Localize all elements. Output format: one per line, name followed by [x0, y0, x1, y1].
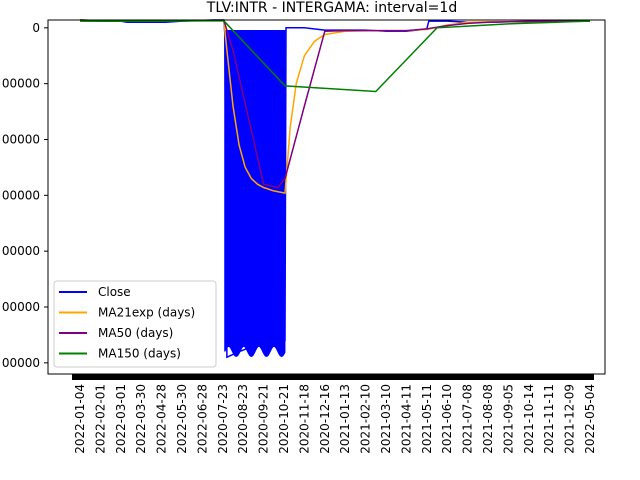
x-tick-label: 2022-04-28	[155, 384, 169, 454]
x-tick-label: 2021-10-14	[522, 384, 536, 454]
x-tick-label: 2022-03-01	[114, 384, 128, 454]
x-tick-label: 2022-02-01	[93, 384, 107, 454]
x-tick-label: 2022-06-28	[195, 384, 209, 454]
y-tick-label: 00000	[2, 244, 40, 258]
legend-label: Close	[98, 285, 131, 299]
x-tick-label: 2020-09-21	[257, 384, 271, 454]
y-tick-label: 00000	[2, 132, 40, 146]
legend-label: MA50 (days)	[98, 326, 173, 340]
x-tick-label: 2020-12-16	[318, 384, 332, 454]
series-line-3	[79, 19, 591, 189]
x-tick-label: 2022-05-30	[175, 384, 189, 454]
series-line-4	[79, 20, 591, 93]
x-tick-label: 2021-06-10	[440, 384, 454, 454]
x-tick-label: 2020-11-18	[297, 384, 311, 454]
chart-title: TLV:INTR - INTERGAMA: interval=1d	[206, 0, 457, 16]
y-tick-label: 00000	[2, 356, 40, 370]
x-tick-label: 2022-01-04	[73, 384, 87, 454]
legend: Close MA21exp (days) MA50 (days) MA150 (day…	[53, 280, 217, 368]
x-axis: 2022-01-04 2022-02-01 2022-03-01 2022-03-30…	[72, 374, 597, 454]
y-tick-label: 0	[32, 21, 40, 35]
x-tick-label: 2021-11-11	[542, 384, 556, 454]
x-tick-label: 2021-07-08	[461, 384, 475, 454]
x-tick-label: 2021-02-10	[359, 384, 373, 454]
close-oscillation-band	[224, 30, 286, 357]
y-tick-label: 00000	[2, 300, 40, 314]
x-tick-label: 2021-01-13	[338, 384, 352, 454]
x-tick-label: 2021-05-11	[420, 384, 434, 454]
x-tick-label: 2021-08-08	[481, 384, 495, 454]
x-tick-label: 2021-09-05	[501, 384, 515, 454]
x-tick-label: 2021-03-10	[379, 384, 393, 454]
x-tick-label: 2022-05-04	[583, 384, 597, 454]
series-layer	[79, 19, 591, 359]
x-dense-tick-band	[72, 374, 594, 380]
x-tick-label: 2021-04-11	[399, 384, 413, 454]
x-tick-label: 2022-03-30	[134, 384, 148, 454]
series-line-2	[79, 19, 591, 194]
legend-box	[53, 280, 217, 368]
x-tick-label: 2020-07-23	[216, 384, 230, 454]
legend-label: MA150 (days)	[98, 347, 181, 361]
y-tick-label: 00000	[2, 77, 40, 91]
x-tick-label: 2020-08-23	[236, 384, 250, 454]
x-tick-label: 2020-10-21	[277, 384, 291, 454]
x-tick-label: 2021-12-09	[563, 384, 577, 454]
legend-label: MA21exp (days)	[98, 306, 195, 320]
y-tick-label: 00000	[2, 188, 40, 202]
